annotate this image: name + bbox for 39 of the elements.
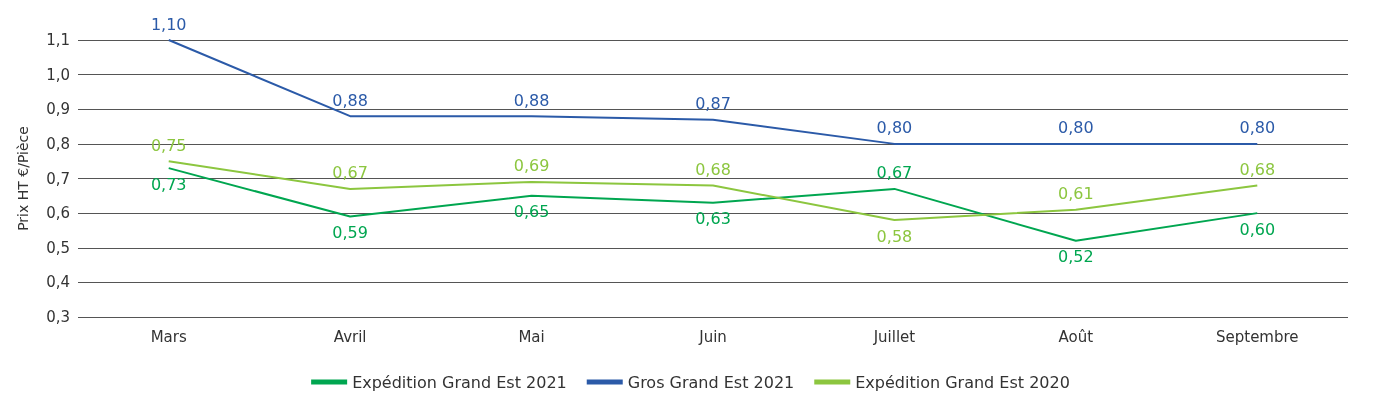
legend-label: Expédition Grand Est 2021 [352,372,567,392]
data-label: 0,73 [150,174,187,194]
y-tick-label: 1,0 [46,65,70,84]
y-tick-label: 0,3 [46,308,70,326]
data-label: 0,69 [513,156,550,176]
data-label: 0,61 [1058,184,1094,204]
data-label: 0,67 [876,163,913,183]
y-tick-label: 1,1 [46,31,70,49]
y-tick-label: 0,9 [46,100,70,119]
legend-label: Expédition Grand Est 2020 [855,372,1070,392]
data-label: 0,68 [695,159,731,179]
data-label: 0,59 [332,223,368,243]
y-axis-title: Prix HT €/Pièce [15,126,31,231]
x-tick-label: Septembre [1215,327,1299,346]
data-label: 0,60 [1239,219,1276,239]
y-tick-label: 0,7 [46,169,70,188]
data-label: 0,87 [695,94,731,114]
x-tick-label: Juin [698,327,727,346]
data-label: 0,58 [876,226,913,246]
data-label: 0,52 [1058,247,1094,267]
data-label: 0,88 [513,90,550,110]
x-tick-label: Août [1058,327,1094,346]
y-tick-label: 0,8 [46,134,70,153]
data-label: 0,68 [1239,159,1276,179]
data-label: 0,67 [332,163,368,183]
y-tick-label: 0,6 [46,204,70,223]
y-tick-label: 0,5 [46,238,70,257]
x-tick-label: Mai [518,327,545,346]
data-label: 0,80 [1239,118,1276,138]
y-tick-label: 0,4 [46,273,70,292]
data-label: 1,10 [150,14,187,34]
data-label: 0,63 [695,209,731,229]
data-label: 0,88 [332,90,368,110]
x-tick-label: Juillet [872,327,916,346]
data-label: 0,80 [876,118,913,138]
x-tick-label: Mars [150,327,187,346]
data-label: 0,80 [1058,118,1094,138]
x-tick-label: Avril [333,327,367,346]
legend-label: Gros Grand Est 2021 [627,372,795,392]
